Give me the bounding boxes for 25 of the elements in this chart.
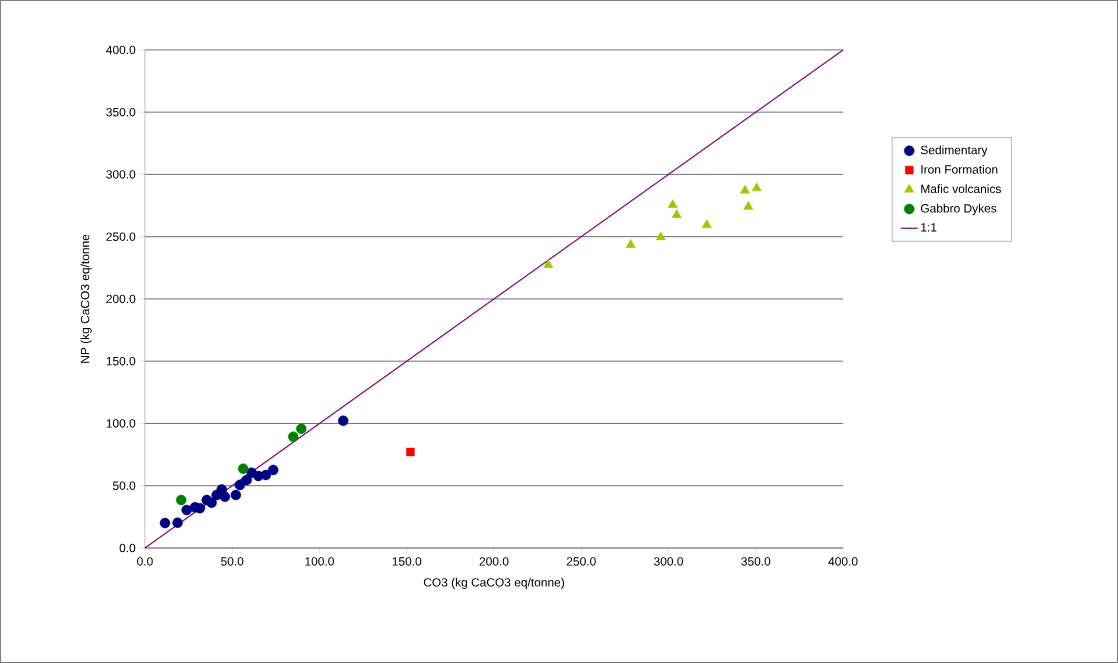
x-tick-label: 150.0 bbox=[392, 557, 422, 566]
x-tick-label: 200.0 bbox=[479, 557, 509, 566]
legend-label: Sedimentary bbox=[920, 145, 988, 157]
y-tick-label: 50.0 bbox=[112, 481, 136, 490]
x-tick-label: 50.0 bbox=[221, 557, 244, 566]
x-tick-label: 400.0 bbox=[828, 557, 858, 566]
x-tick-label: 100.0 bbox=[305, 557, 334, 566]
y-axis-title: NP (kg CaCO3 eq/tonne bbox=[80, 234, 92, 363]
x-axis-title: CO3 (kg CaCO3 eq/tonne) bbox=[423, 577, 565, 589]
x-tick-label: 350.0 bbox=[741, 557, 771, 566]
y-tick-label: 400.0 bbox=[106, 45, 136, 55]
legend-label: Iron Formation bbox=[921, 164, 998, 174]
x-tick-label: 250.0 bbox=[566, 557, 596, 566]
y-tick-label: 300.0 bbox=[106, 170, 136, 179]
legend-label: Gabbro Dykes bbox=[920, 203, 997, 215]
legend-label: 1:1 bbox=[921, 223, 937, 232]
x-tick-label: 300.0 bbox=[654, 557, 684, 566]
y-tick-label: 150.0 bbox=[106, 357, 136, 366]
y-tick-label: 200.0 bbox=[106, 294, 136, 304]
y-tick-label: 350.0 bbox=[106, 107, 136, 117]
legend-label: Mafic volcanics bbox=[921, 184, 1001, 194]
y-tick-label: 0.0 bbox=[119, 543, 136, 553]
y-tick-label: 100.0 bbox=[106, 419, 136, 428]
x-tick-label: 0.0 bbox=[137, 557, 153, 566]
y-tick-label: 250.0 bbox=[106, 232, 136, 241]
